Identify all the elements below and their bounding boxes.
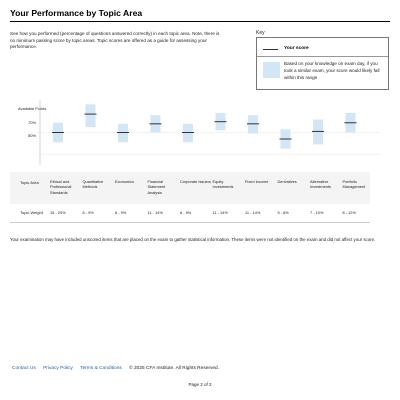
range-bar (248, 115, 258, 134)
key-box: Your score Based on your knowledge on ex… (256, 37, 389, 90)
topic-area-cell: Derivatives (277, 179, 297, 184)
topic-area-cell: Financial Statement Analysis (147, 179, 166, 195)
score-line-legend (263, 49, 278, 50)
topic-weight-row: Topic Weight 15 - 20% 6 - 9% 6 - 9% 11 - 14… (10, 204, 370, 223)
key-title: Key (256, 30, 265, 36)
topic-weight-cell: 5 - 8% (277, 210, 289, 215)
topic-weight-cell: 6 - 9% (82, 210, 94, 215)
range-bar (118, 123, 128, 143)
topic-weight-cell: 11 - 14% (147, 210, 163, 215)
key-score-label: Your score (284, 46, 309, 51)
range-bar (85, 104, 96, 128)
topic-area-cell: Quantitative Methods (82, 179, 104, 190)
topic-area-cell: Economics (115, 179, 135, 184)
topic-area-cell: Fixed Income (245, 179, 269, 184)
topic-weight-cell: 15 - 20% (50, 210, 66, 215)
topic-table: Topic Area Ethical and Professional Stan… (10, 172, 370, 223)
topic-weight-cell: 7 - 10% (310, 210, 324, 215)
tick-label-70: 70% (28, 120, 37, 125)
terms-conditions-link[interactable]: Terms & Conditions (80, 366, 122, 371)
topic-weight-cell: 8 - 12% (342, 210, 356, 215)
range-bar (313, 119, 323, 145)
range-swatch-legend (263, 62, 280, 78)
topic-area-header: Topic Area (20, 180, 39, 185)
available-points-label: Available Points (18, 106, 47, 111)
footer: Contact Us Privacy Policy Terms & Condit… (12, 366, 219, 371)
topic-weight-cell: 6 - 9% (115, 210, 127, 215)
topic-weight-header: Topic Weight (20, 210, 43, 215)
topic-weight-cell: 11 - 14% (245, 210, 261, 215)
topic-area-cell: Alternative Investments (310, 179, 331, 190)
privacy-policy-link[interactable]: Privacy Policy (43, 366, 73, 371)
topic-range-chart (37, 100, 380, 165)
intro-text: See how you performed (percentage of que… (10, 31, 220, 50)
range-bar (183, 123, 193, 143)
page-title: Your Performance by Topic Area (10, 8, 390, 22)
topic-area-row: Topic Area Ethical and Professional Stan… (10, 172, 370, 204)
contact-us-link[interactable]: Contact Us (12, 366, 36, 371)
topic-area-cell: Corporate Issuers (180, 179, 211, 184)
page-number: Page 2 of 2 (188, 382, 212, 387)
topic-area-cell: Equity Investments (212, 179, 234, 190)
key-divider (257, 56, 388, 57)
topic-area-cell: Ethical and Professional Standards (50, 179, 72, 195)
topic-weight-cell: 6 - 9% (180, 210, 192, 215)
key-range-text: Based on your knowledge on exam day, if … (284, 61, 380, 80)
copyright-text: © 2025 CFA Institute. All Rights Reserve… (129, 366, 220, 371)
topic-weight-cell: 11 - 14% (212, 210, 228, 215)
unscored-items-note: Your examination may have included unsco… (10, 237, 376, 242)
topic-area-cell: Portfolio Management (342, 179, 366, 190)
tick-label-50: 50% (28, 133, 37, 138)
